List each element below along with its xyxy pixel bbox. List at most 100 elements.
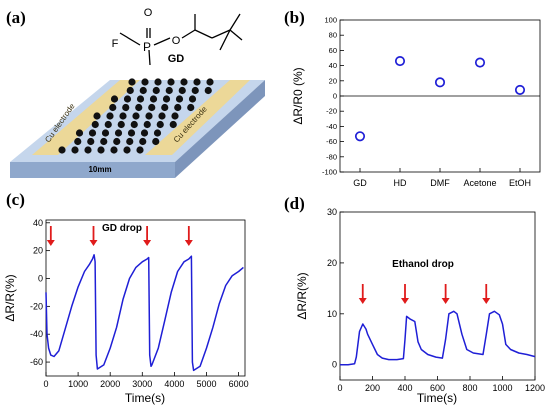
sensing-dot bbox=[154, 78, 162, 86]
sensing-dot bbox=[178, 86, 186, 95]
substrate-top bbox=[10, 80, 265, 162]
chart-b-point bbox=[474, 57, 486, 68]
chart-d-ytick-label: 10 bbox=[327, 309, 337, 319]
sensing-dot bbox=[158, 112, 166, 120]
sensing-dot bbox=[97, 146, 105, 154]
chart-c-ytick-label: -20 bbox=[30, 301, 43, 311]
molecule-name: GD bbox=[168, 53, 185, 65]
chart-b-ytick-label: 60 bbox=[329, 46, 337, 55]
sensing-dot bbox=[180, 78, 188, 86]
chart-b-ytick-label: 80 bbox=[329, 31, 337, 40]
sensing-dot bbox=[126, 86, 134, 95]
sensing-dot bbox=[169, 120, 177, 129]
sensing-dot bbox=[156, 120, 164, 129]
sensing-dot bbox=[91, 120, 99, 129]
sensing-dot bbox=[110, 146, 118, 154]
sensing-dot bbox=[71, 146, 79, 154]
sensing-dot bbox=[165, 86, 173, 95]
chart-d-ylabel: ΔR/R(%) bbox=[295, 272, 309, 319]
chart-b-point bbox=[434, 77, 446, 88]
chart-c-drop-arrow-head bbox=[89, 240, 98, 246]
chart-d-series-line bbox=[340, 310, 536, 366]
oxygen-double-bond-label: O bbox=[144, 7, 153, 19]
chart-c-ytick-label: 0 bbox=[38, 274, 43, 284]
chart-b-ytick-label: -60 bbox=[326, 137, 337, 146]
sensing-dot bbox=[101, 129, 110, 137]
chart-c-xtick-label: 0 bbox=[43, 379, 48, 389]
chart-c-drop-arrow-head bbox=[143, 240, 152, 246]
chart-c-ylabel: ΔR/R(%) bbox=[3, 274, 17, 321]
sensing-dot bbox=[123, 95, 132, 103]
panel-a-label: (a) bbox=[6, 8, 26, 27]
chart-c-xlabel: Time(s) bbox=[125, 391, 165, 405]
chart-c-xtick-label: 2000 bbox=[100, 379, 120, 389]
panel-c-label: (c) bbox=[6, 190, 25, 209]
chart-d-frame bbox=[339, 211, 536, 381]
right-electrode bbox=[145, 80, 250, 155]
ester-oxygen-label: O bbox=[172, 35, 181, 47]
chart-b-xtick-label: GD bbox=[353, 178, 367, 188]
sensing-dot bbox=[161, 103, 169, 112]
chart-b-xtick-label: DMF bbox=[430, 178, 450, 188]
chart-d-xtick-label: 400 bbox=[397, 383, 412, 393]
chart-c-ytick-label: 20 bbox=[33, 246, 43, 256]
sensing-dot bbox=[132, 112, 140, 120]
sensing-dot bbox=[117, 120, 125, 129]
sensing-dot bbox=[88, 129, 97, 137]
sensing-dot bbox=[110, 95, 119, 103]
chart-c-xtick-label: 1000 bbox=[68, 379, 88, 389]
sensing-dot bbox=[75, 129, 84, 137]
sensing-dot bbox=[193, 78, 201, 86]
chart-b-ylabel: ΔR/R0 (%) bbox=[291, 67, 305, 124]
sensing-dot bbox=[139, 86, 147, 95]
chart-b-ytick-label: -40 bbox=[326, 122, 337, 131]
chart-d-xtick-label: 600 bbox=[430, 383, 445, 393]
sensing-dot bbox=[126, 137, 134, 146]
sensing-dot bbox=[145, 112, 153, 120]
chart-d: 0 200 400 600 800 1000 1200 0 10 20 30 Ethanol dro… bbox=[295, 207, 545, 405]
chart-d-xtick-label: 200 bbox=[365, 383, 380, 393]
sensing-dot bbox=[141, 78, 149, 86]
chart-b-ytick-label: 20 bbox=[329, 76, 337, 85]
chart-b-xtick-label: HD bbox=[394, 178, 407, 188]
chart-d-xtick-label: 800 bbox=[462, 383, 477, 393]
chart-c-ytick-label: -40 bbox=[30, 329, 43, 339]
sensing-dot bbox=[87, 137, 95, 146]
sensing-dot bbox=[123, 146, 131, 154]
chart-c-drop-arrow-head bbox=[184, 240, 193, 246]
chart-d-xtick-label: 0 bbox=[337, 383, 342, 393]
chart-c: 0 1000 2000 3000 4000 5000 6000-60-40-2002040 … bbox=[3, 218, 249, 405]
sensing-dot bbox=[149, 95, 158, 103]
chart-c-drop-arrow-head bbox=[46, 240, 55, 246]
chart-b: -100 -80 -60 -40 -20 0 20 40 60 80 100 GD HD DMF Aceto… bbox=[291, 16, 541, 188]
sensing-dot bbox=[171, 112, 179, 120]
sensing-dot bbox=[188, 95, 197, 103]
chart-b-ytick-label: 40 bbox=[329, 61, 337, 70]
sensing-dot bbox=[204, 86, 212, 95]
chart-d-ytick-label: 30 bbox=[327, 207, 337, 217]
chart-d-drop-arrow-head bbox=[358, 298, 367, 304]
chart-c-ytick-label: -60 bbox=[30, 357, 43, 367]
sensing-dot bbox=[136, 95, 145, 103]
chart-b-ytick-label: -100 bbox=[322, 168, 337, 177]
sensing-dot bbox=[152, 137, 160, 146]
gd-drop-annotation: GD drop bbox=[102, 223, 142, 234]
panel-d-label: (d) bbox=[284, 194, 305, 213]
molecule-structure bbox=[119, 13, 243, 66]
sensing-dot bbox=[119, 112, 127, 120]
chart-d-xlabel: Time(s) bbox=[417, 391, 457, 405]
sensing-dot bbox=[140, 129, 149, 137]
panel-b-label: (b) bbox=[284, 8, 305, 27]
sensing-dot bbox=[143, 120, 151, 129]
sensing-dot bbox=[109, 103, 117, 112]
chart-b-ytick-label: -20 bbox=[326, 107, 337, 116]
chart-c-xtick-label: 4000 bbox=[164, 379, 184, 389]
sensing-dot bbox=[153, 129, 162, 137]
sensing-dot bbox=[191, 86, 199, 95]
sensing-dot bbox=[167, 78, 175, 86]
sensing-dot bbox=[206, 78, 214, 86]
chart-d-xtick-label: 1000 bbox=[492, 383, 512, 393]
chart-b-point bbox=[354, 131, 366, 142]
sensing-dot bbox=[113, 137, 121, 146]
